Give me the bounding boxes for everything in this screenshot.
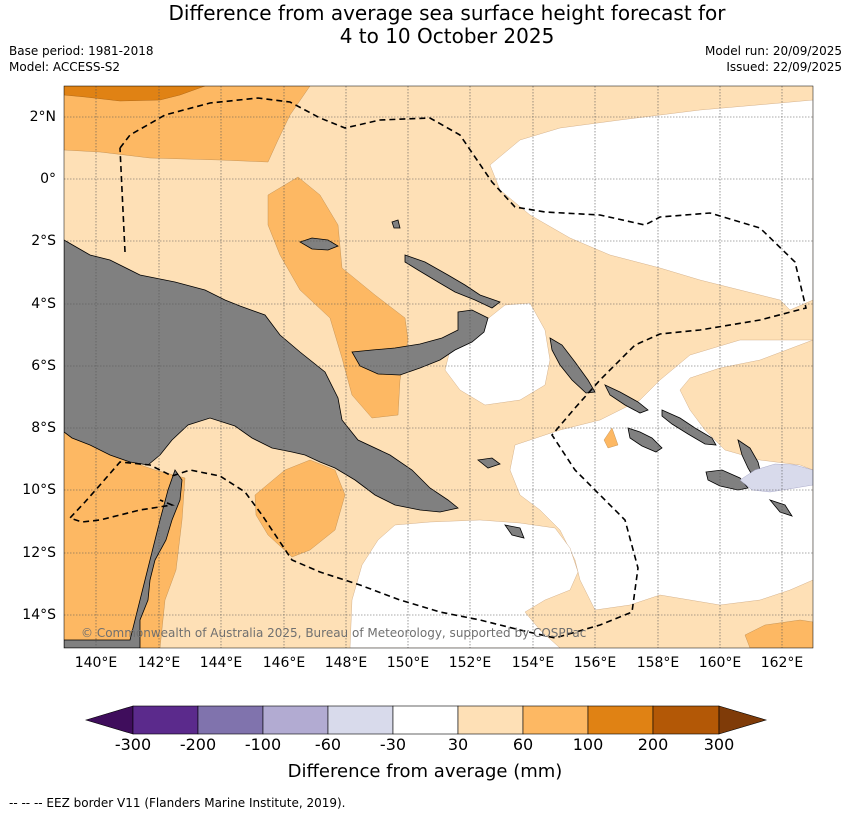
eez-border [68,97,807,639]
land-small-island-3 [768,499,793,517]
anomaly-neutral-region-coral-sea [349,519,579,648]
land-small-island-2 [504,524,525,539]
lon-label-144e: 144°E [199,655,243,671]
land-small-island-1 [477,457,501,469]
chart-title: Difference from average sea surface heig… [0,2,850,48]
base-period-text: Base period: 1981-2018 [9,44,154,58]
meta-right: Model run: 20/09/2025 Issued: 22/09/2025 [705,43,842,75]
land-new-guinea [64,239,459,513]
footnote-eez-source: -- -- -- EEZ border V11 (Flanders Marine… [9,796,346,810]
land-bougainville [549,337,596,394]
colorbar-tick-200: 200 [637,735,669,754]
lon-label-154e: 154°E [511,655,555,671]
anomaly-neutral-region-southeast [509,339,813,611]
colorbar-swatch-8 [587,705,654,735]
colorbar-swatch-2 [197,705,264,735]
anomaly-neutral-region-east [489,99,813,311]
anomaly-60-100-region-small [603,427,619,449]
colorbar-tick-neg100: -100 [244,735,282,754]
anomaly-60-100-region-papuan-gulf [254,459,346,558]
lat-label-8s: 8°S [31,420,56,436]
lon-label-148e: 148°E [324,655,368,671]
lon-label-140e: 140°E [74,655,118,671]
colorbar-tick-100: 100 [572,735,604,754]
copyright-text: © Commonwealth of Australia 2025, Bureau… [81,626,586,640]
lon-label-160e: 160°E [698,655,742,671]
anomaly-100-200-region-north [64,86,206,102]
lon-label-158e: 158°E [636,655,680,671]
anomaly-neutral-region-center [444,302,551,406]
anomaly-60-100-region-south [744,619,813,648]
lat-label-0: 0° [40,171,56,187]
land-isabel [661,409,717,446]
map-frame [63,85,814,649]
lat-label-6s: 6°S [31,358,56,374]
land-choiseul [604,384,649,414]
lat-label-4s: 4°S [31,296,56,312]
colorbar-extend-high [718,705,768,735]
lat-label-10s: 10°S [22,482,56,498]
anomaly-neg-30-60-region [739,463,813,493]
land-small-island-4 [391,219,401,229]
map-plot-area: © Commonwealth of Australia 2025, Bureau… [64,86,813,648]
colorbar-swatch-9 [652,705,720,735]
model-run-text: Model run: 20/09/2025 [704,44,842,58]
colorbar-swatch-4 [327,705,394,735]
land-new-britain [351,309,489,376]
colorbar-tick-60: 60 [512,735,534,754]
colorbar-swatch-7 [522,705,589,735]
lon-label-156e: 156°E [573,655,617,671]
land-guadalcanal [627,427,663,453]
colorbar-tick-neg200: -200 [179,735,217,754]
issued-text: Issued: 22/09/2025 [726,60,842,74]
colorbar [84,705,768,735]
model-text: Model: ACCESS-S2 [9,60,121,74]
lon-label-162e: 162°E [760,655,804,671]
colorbar-tick-neg60: -60 [314,735,342,754]
colorbar-tick-neg300: -300 [114,735,152,754]
lat-label-14s: 14°S [22,607,56,623]
lon-label-150e: 150°E [386,655,430,671]
lon-label-152e: 152°E [448,655,492,671]
graticule [64,86,813,648]
colorbar-extend-low [84,705,134,735]
lon-label-142e: 142°E [137,655,181,671]
colorbar-tick-30: 30 [447,735,469,754]
colorbar-swatch-6 [457,705,524,735]
title-line-1: Difference from average sea surface heig… [168,1,726,25]
land-makira [705,469,749,491]
lon-label-146e: 146°E [262,655,306,671]
meta-left: Base period: 1981-2018 Model: ACCESS-S2 [9,43,154,75]
land-australia [64,469,183,648]
colorbar-tick-neg30: -30 [379,735,407,754]
colorbar-swatch-1 [132,705,199,735]
lat-label-2n: 2°N [29,109,56,125]
colorbar-swatch-3 [262,705,329,735]
anomaly-60-100-region-north [64,86,311,163]
colorbar-swatch-5 [392,705,459,735]
colorbar-label: Difference from average (mm) [287,761,563,782]
colorbar-tick-300: 300 [703,735,735,754]
lat-label-12s: 12°S [22,545,56,561]
land-new-ireland [404,254,501,309]
title-line-2: 4 to 10 October 2025 [339,24,555,48]
lat-label-2s: 2°S [31,233,56,249]
